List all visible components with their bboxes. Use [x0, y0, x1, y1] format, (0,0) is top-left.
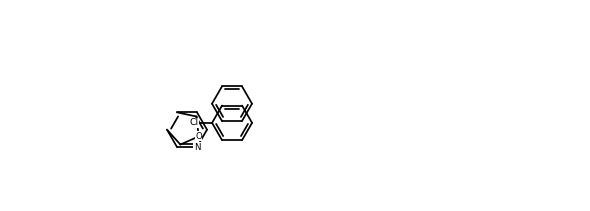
Text: N: N — [194, 142, 200, 151]
Text: O: O — [195, 132, 202, 141]
Text: Cl: Cl — [189, 118, 199, 127]
